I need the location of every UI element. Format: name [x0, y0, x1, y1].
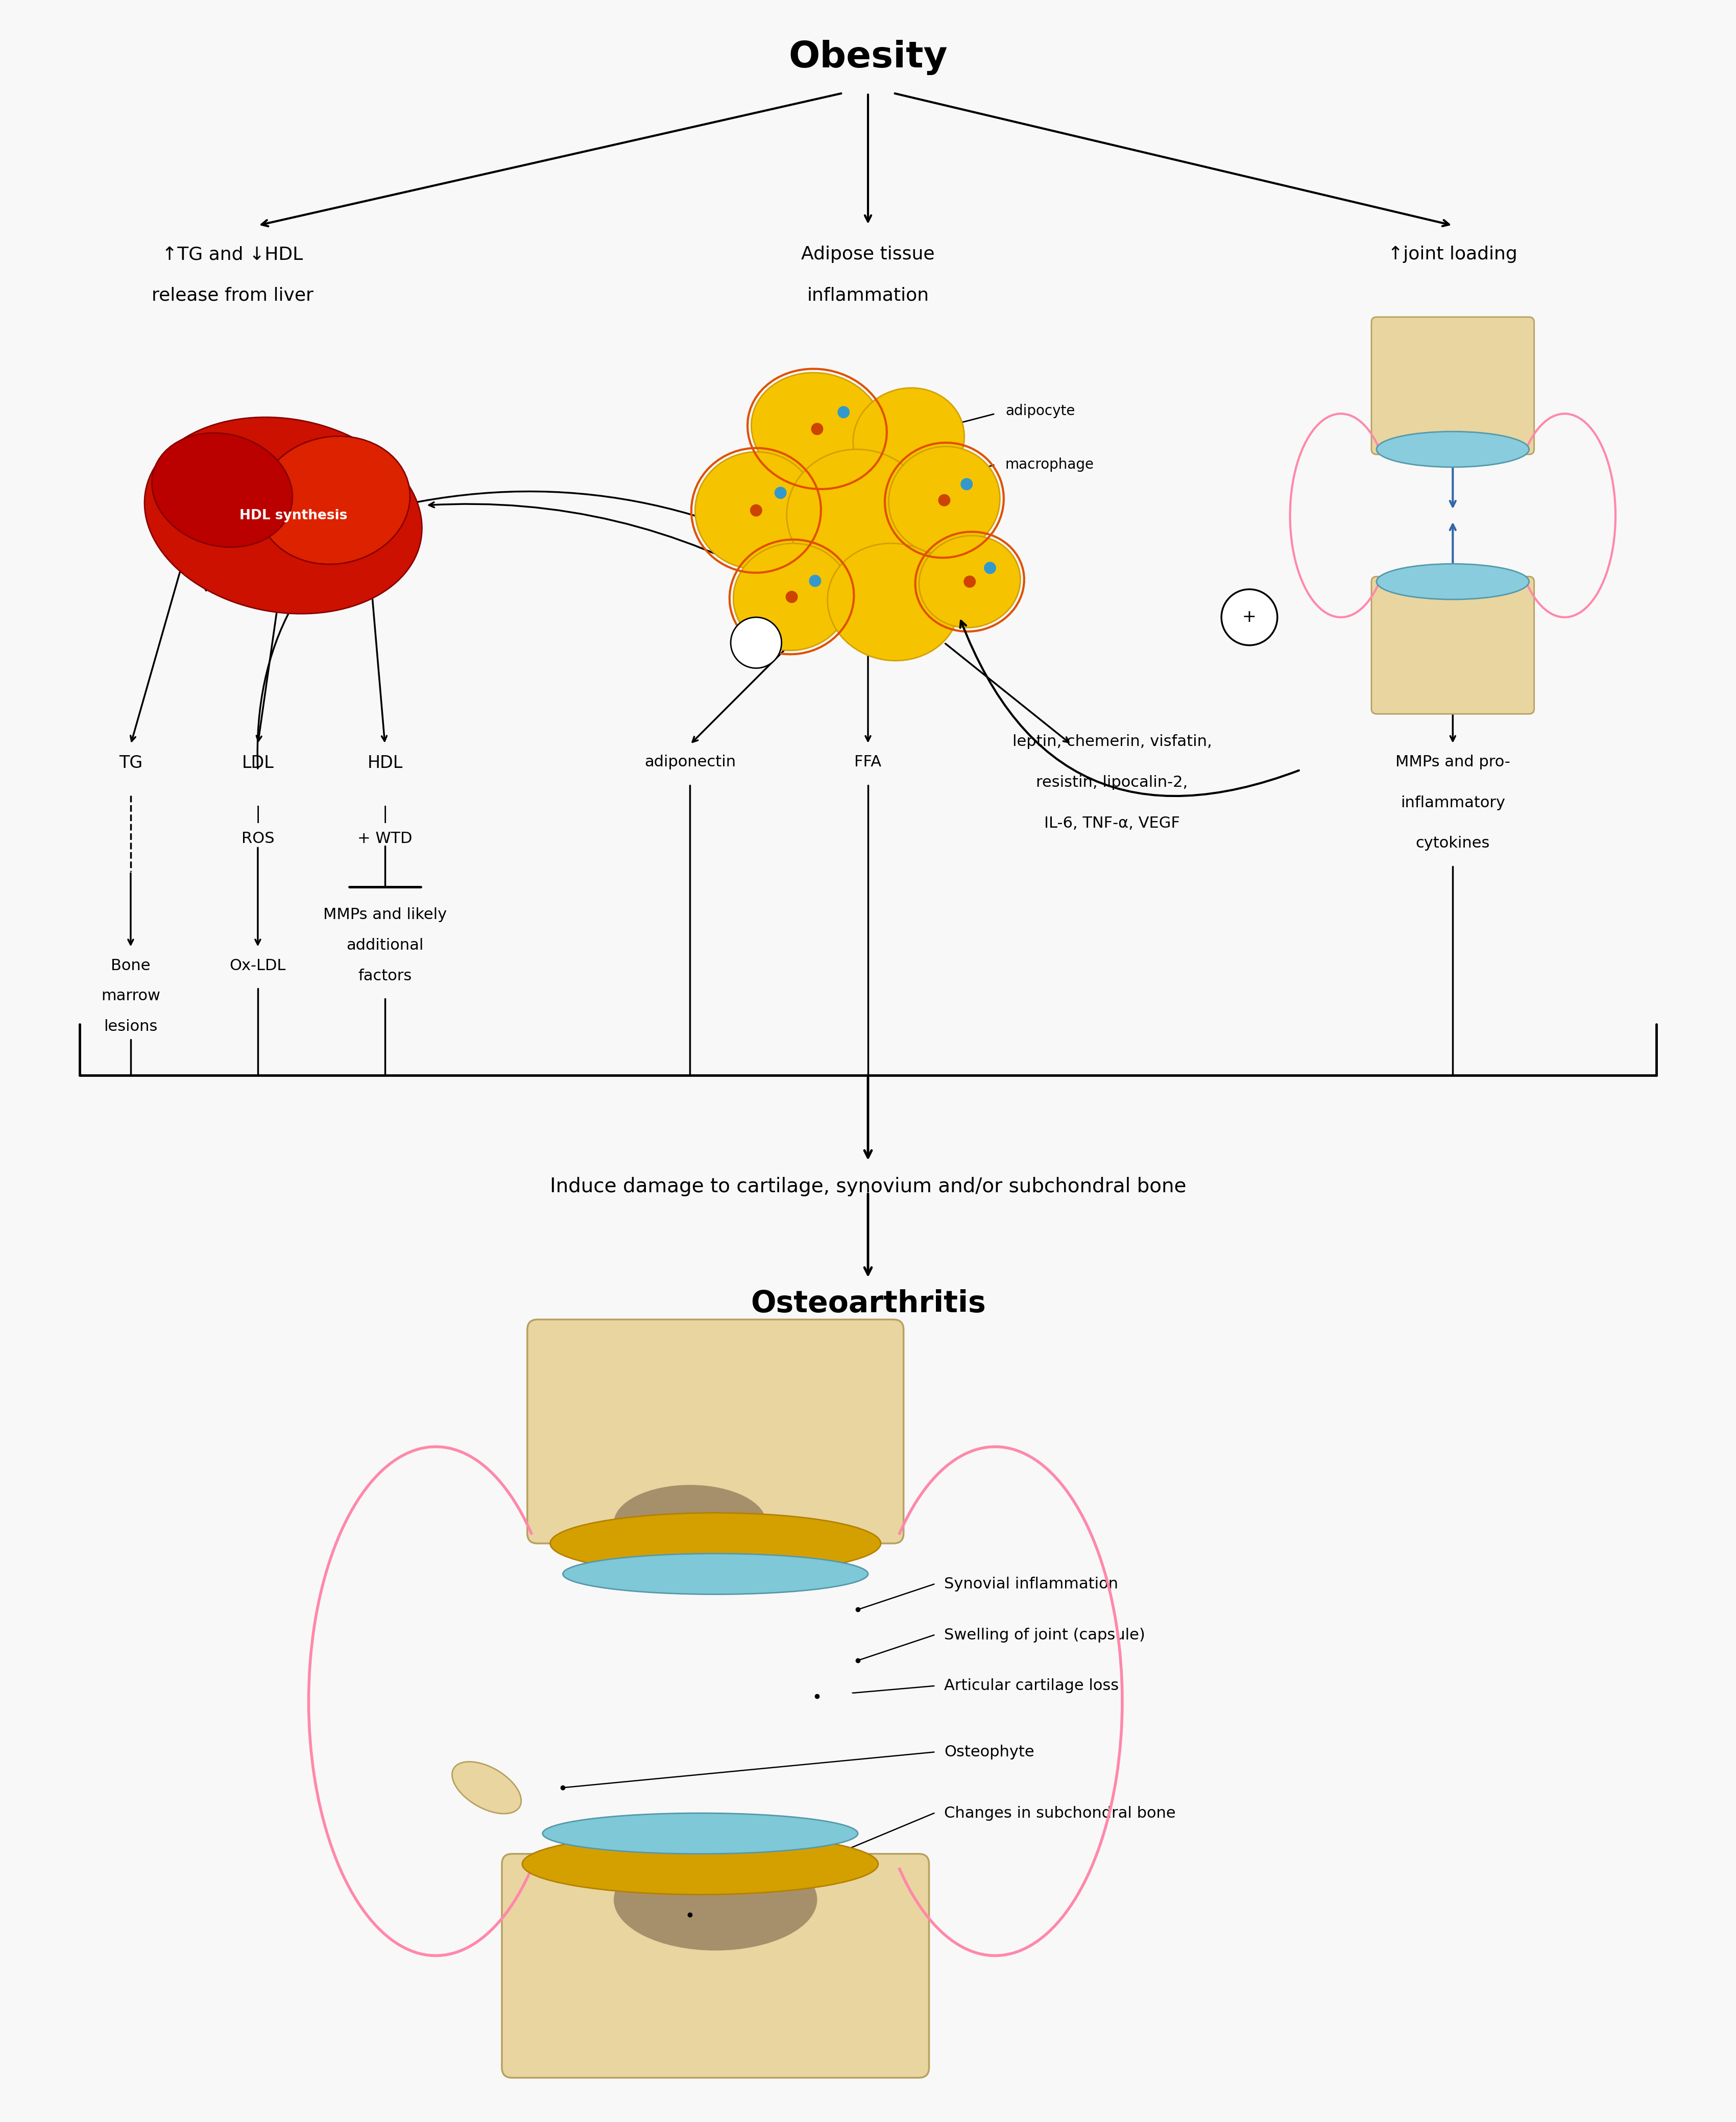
Text: Swelling of joint (capsule): Swelling of joint (capsule) — [944, 1628, 1146, 1642]
Text: lesions: lesions — [104, 1019, 158, 1033]
Text: marrow: marrow — [101, 989, 160, 1004]
Ellipse shape — [786, 450, 929, 581]
Text: adiponectin: adiponectin — [644, 755, 736, 770]
FancyArrowPatch shape — [960, 622, 1299, 796]
Ellipse shape — [1377, 564, 1529, 598]
Circle shape — [984, 562, 996, 575]
Ellipse shape — [543, 1812, 858, 1855]
Ellipse shape — [259, 437, 410, 564]
Ellipse shape — [828, 543, 960, 660]
Text: LDL: LDL — [241, 755, 274, 772]
Text: cytokines: cytokines — [1415, 836, 1489, 851]
Ellipse shape — [1377, 431, 1529, 467]
Text: Obesity: Obesity — [788, 40, 948, 74]
Text: MMPs and pro-: MMPs and pro- — [1396, 755, 1510, 770]
Ellipse shape — [615, 1485, 766, 1562]
Text: Osteoarthritis: Osteoarthritis — [750, 1288, 986, 1318]
Text: MMPs and likely: MMPs and likely — [323, 908, 446, 923]
Text: ↑joint loading: ↑joint loading — [1389, 246, 1517, 263]
Text: TG: TG — [118, 755, 142, 772]
Ellipse shape — [733, 543, 851, 651]
Text: adipocyte: adipocyte — [1005, 403, 1075, 418]
Text: |: | — [382, 806, 387, 823]
Ellipse shape — [694, 452, 818, 569]
Text: +: + — [1243, 609, 1257, 626]
Circle shape — [837, 405, 849, 418]
Text: Ox-LDL: Ox-LDL — [229, 959, 286, 974]
Text: resistin, lipocalin-2,: resistin, lipocalin-2, — [1036, 775, 1187, 789]
Ellipse shape — [153, 433, 292, 547]
Ellipse shape — [615, 1848, 818, 1950]
Ellipse shape — [550, 1513, 880, 1575]
FancyBboxPatch shape — [502, 1855, 929, 2077]
Text: Bone: Bone — [111, 959, 151, 974]
Circle shape — [750, 505, 762, 516]
Circle shape — [1222, 590, 1278, 645]
Text: IL-6, TNF-α, VEGF: IL-6, TNF-α, VEGF — [1045, 815, 1180, 830]
Text: + WTD: + WTD — [358, 832, 413, 847]
Text: +: + — [750, 637, 762, 649]
Ellipse shape — [562, 1553, 868, 1594]
Text: Adipose tissue: Adipose tissue — [802, 246, 934, 263]
Text: |: | — [255, 806, 260, 823]
Circle shape — [811, 422, 823, 435]
Circle shape — [731, 618, 781, 668]
Text: release from liver: release from liver — [151, 286, 312, 303]
Ellipse shape — [852, 388, 963, 490]
Text: Articular cartilage loss: Articular cartilage loss — [944, 1679, 1120, 1693]
Text: inflammation: inflammation — [807, 286, 929, 303]
Ellipse shape — [576, 1664, 856, 1740]
FancyBboxPatch shape — [528, 1320, 904, 1543]
Text: Changes in subchondral bone: Changes in subchondral bone — [944, 1806, 1175, 1821]
Ellipse shape — [523, 1833, 878, 1895]
FancyBboxPatch shape — [1371, 316, 1535, 454]
Text: FFA: FFA — [854, 755, 882, 770]
Circle shape — [809, 575, 821, 588]
Text: Osteophyte: Osteophyte — [944, 1744, 1035, 1759]
Text: leptin, chemerin, visfatin,: leptin, chemerin, visfatin, — [1012, 734, 1212, 749]
Text: ROS: ROS — [241, 832, 274, 847]
Text: Induce damage to cartilage, synovium and/or subchondral bone: Induce damage to cartilage, synovium and… — [550, 1178, 1186, 1197]
Circle shape — [774, 486, 786, 499]
Text: additional: additional — [345, 938, 424, 953]
Text: factors: factors — [358, 968, 411, 982]
Text: inflammatory: inflammatory — [1401, 796, 1505, 811]
Text: ↑TG and ↓HDL: ↑TG and ↓HDL — [161, 246, 302, 263]
Text: macrophage: macrophage — [1005, 458, 1094, 471]
Circle shape — [960, 477, 972, 490]
Text: HDL synthesis: HDL synthesis — [240, 509, 347, 522]
Text: HDL: HDL — [368, 755, 403, 772]
Circle shape — [963, 575, 976, 588]
Circle shape — [786, 590, 799, 603]
Circle shape — [937, 494, 950, 507]
Ellipse shape — [918, 535, 1021, 628]
Ellipse shape — [889, 446, 1000, 554]
Ellipse shape — [144, 418, 422, 613]
Ellipse shape — [451, 1761, 521, 1814]
FancyBboxPatch shape — [1371, 577, 1535, 713]
Text: Synovial inflammation: Synovial inflammation — [944, 1577, 1118, 1591]
Ellipse shape — [752, 373, 884, 486]
